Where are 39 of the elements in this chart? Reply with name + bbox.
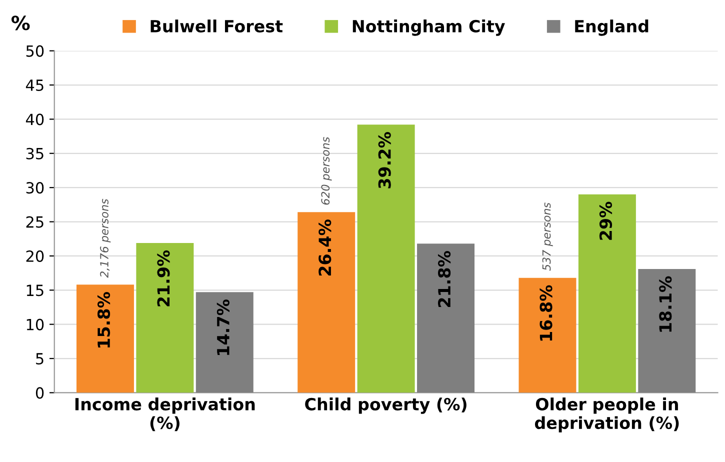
bar xyxy=(638,268,696,393)
legend-label: Bulwell Forest xyxy=(150,20,283,32)
bar xyxy=(76,284,134,393)
bar xyxy=(578,194,636,393)
data-label: 26.4% xyxy=(318,220,332,276)
data-label: 21.8% xyxy=(438,251,451,307)
y-tick-label: 30 xyxy=(26,182,44,194)
y-tick-label: 0 xyxy=(36,387,44,399)
data-label: 14.7% xyxy=(216,300,230,355)
data-label: 21.9% xyxy=(157,250,170,306)
y-tick-label: 20 xyxy=(26,250,44,262)
y-tick-label: 10 xyxy=(26,318,44,330)
y-tick-label: 5 xyxy=(36,353,44,365)
annotation: 2,176 persons xyxy=(100,198,111,278)
y-tick-label: 45 xyxy=(26,80,44,92)
y-tick-label: 15 xyxy=(26,284,44,296)
y-tick-label: 35 xyxy=(26,148,44,160)
bar xyxy=(518,278,576,393)
y-tick-label: 50 xyxy=(26,45,44,57)
x-tick-label: Child poverty (%) xyxy=(305,398,466,414)
bar xyxy=(417,244,475,393)
legend-label: Nottingham City xyxy=(352,20,505,36)
bar xyxy=(357,124,415,393)
x-tick-label: Older people in deprivation (%) xyxy=(534,398,679,432)
data-label: 18.1% xyxy=(659,276,672,332)
y-tick-label: 40 xyxy=(26,114,44,126)
data-label: 15.8% xyxy=(97,292,110,348)
data-label: 16.8% xyxy=(540,285,552,341)
legend-label: England xyxy=(575,20,648,36)
annotation: 537 persons xyxy=(542,202,553,271)
y-axis-title: % xyxy=(12,16,30,30)
bar xyxy=(196,292,254,393)
x-tick-label: Income deprivation (%) xyxy=(75,398,255,432)
annotation: 620 persons xyxy=(321,136,332,205)
data-label: 29% xyxy=(599,202,612,240)
bar xyxy=(298,212,356,393)
data-label: 39.2% xyxy=(378,132,391,188)
bar xyxy=(136,242,194,393)
y-tick-label: 25 xyxy=(26,216,44,228)
